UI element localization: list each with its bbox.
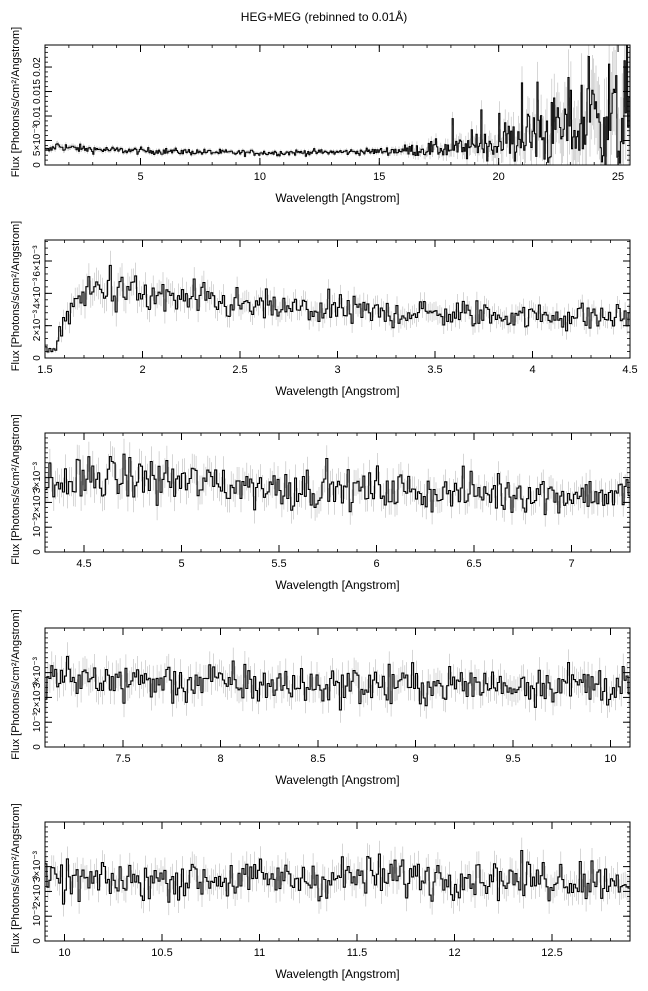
page-title: HEG+MEG (rebinned to 0.01Å) — [240, 10, 408, 24]
x-tick-label: 3.5 — [427, 364, 442, 376]
x-tick-label: 1.5 — [37, 364, 52, 376]
y-tick-label: 3×10⁻³ — [32, 656, 43, 688]
y-tick-label: 0 — [32, 938, 43, 944]
x-tick-label: 5 — [178, 558, 184, 570]
x-tick-label: 12.5 — [541, 947, 562, 959]
spectrum-line — [45, 453, 630, 516]
y-tick-label: 0 — [32, 549, 43, 555]
y-tick-label: 10⁻³ — [32, 906, 43, 926]
x-tick-label: 2.5 — [232, 364, 247, 376]
x-axis-label: Wavelength [Angstrom] — [275, 773, 399, 787]
x-axis-label: Wavelength [Angstrom] — [275, 578, 399, 592]
y-axis-label: Flux [Photons/s/cm²/Angstrom] — [10, 221, 22, 371]
y-tick-label: 6×10⁻³ — [32, 245, 43, 277]
x-tick-label: 7.5 — [115, 753, 130, 765]
x-tick-label: 6.5 — [466, 558, 481, 570]
x-tick-label: 9.5 — [505, 753, 520, 765]
y-tick-label: 10⁻³ — [32, 517, 43, 537]
x-tick-label: 10.5 — [151, 947, 172, 959]
spectrum-line — [45, 44, 630, 166]
y-tick-label: 0.02 — [32, 57, 43, 77]
x-tick-label: 10 — [254, 171, 266, 183]
y-tick-label: 0.015 — [32, 79, 43, 104]
chart-panel-4: 7.5 8 8.5 9 9.5 10 0 10⁻³2×10⁻³3×10⁻³ Wavelength… — [10, 609, 631, 787]
y-axis-label: Flux [Photons/s/cm²/Angstrom] — [10, 414, 22, 564]
x-tick-label: 8.5 — [310, 753, 325, 765]
x-tick-label: 11 — [254, 947, 265, 959]
x-tick-label: 5 — [137, 171, 143, 183]
plot-frame — [44, 239, 631, 359]
x-tick-label: 4 — [529, 364, 535, 376]
chart-panel-3: 4.5 5 5.5 6 6.5 7 0 10⁻³2×10⁻³3×10⁻³ Wavelength … — [10, 414, 631, 592]
spectrum-line — [45, 655, 630, 711]
y-tick-label: 2×10⁻³ — [32, 486, 43, 518]
y-tick-label: 2×10⁻³ — [32, 875, 43, 907]
spectrum-line — [45, 849, 630, 905]
y-tick-label: 3×10⁻³ — [32, 850, 43, 882]
y-axis-label: Flux [Photons/s/cm²/Angstrom] — [10, 803, 22, 953]
error-bars — [45, 45, 630, 165]
plot-frame — [44, 44, 631, 166]
y-tick-label: 2×10⁻³ — [32, 681, 43, 713]
x-tick-label: 25 — [612, 171, 624, 183]
x-tick-label: 12 — [448, 947, 460, 959]
chart-panel-2: 1.5 2 2.5 3 3.5 4 4.5 0 2×10⁻³4×10⁻³6×10⁻³ Wavele… — [10, 221, 638, 398]
x-axis-label: Wavelength [Angstrom] — [275, 384, 399, 398]
x-tick-label: 3 — [334, 364, 340, 376]
y-axis-label: Flux [Photons/s/cm²/Angstrom] — [10, 27, 22, 177]
x-tick-label: 9 — [412, 753, 418, 765]
chart-panel-1: 5 10 15 20 25 0 5×10⁻³0.01 0.015 0.02 Wavelength … — [10, 27, 631, 205]
y-tick-label: 0 — [32, 162, 43, 168]
x-axis-label: Wavelength [Angstrom] — [275, 967, 399, 981]
y-tick-label: 0 — [32, 744, 43, 750]
x-tick-label: 8 — [217, 753, 223, 765]
x-tick-label: 2 — [139, 364, 145, 376]
x-tick-label: 10 — [604, 753, 616, 765]
x-tick-label: 11.5 — [347, 947, 368, 959]
y-tick-label: 4×10⁻³ — [32, 277, 43, 309]
x-tick-label: 5.5 — [271, 558, 286, 570]
error-bars — [45, 250, 630, 354]
y-tick-label: 2×10⁻³ — [32, 309, 43, 341]
x-tick-label: 6 — [373, 558, 379, 570]
x-tick-label: 20 — [493, 171, 505, 183]
y-tick-label: 0 — [32, 355, 43, 361]
y-tick-label: 3×10⁻³ — [32, 461, 43, 493]
spectrum-line — [45, 264, 630, 353]
y-tick-label: 5×10⁻³ — [32, 124, 43, 156]
x-tick-label: 10 — [58, 947, 70, 959]
y-tick-label: 0.01 — [32, 106, 43, 126]
x-tick-label: 15 — [373, 171, 385, 183]
x-tick-label: 7 — [568, 558, 574, 570]
y-axis-label: Flux [Photons/s/cm²/Angstrom] — [10, 609, 22, 759]
x-tick-label: 4.5 — [622, 364, 637, 376]
x-axis-label: Wavelength [Angstrom] — [275, 191, 399, 205]
x-tick-label: 4.5 — [76, 558, 91, 570]
chart-panel-5: 10 10.5 11 11.5 12 12.5 0 10⁻³2×10⁻³3×10⁻³ Wavel… — [10, 803, 631, 981]
y-tick-label: 10⁻³ — [32, 712, 43, 732]
